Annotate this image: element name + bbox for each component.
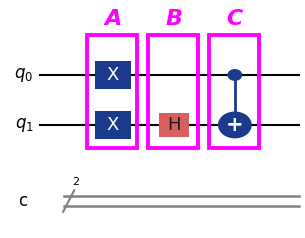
Text: C: C — [227, 9, 243, 29]
Text: $q_0$: $q_0$ — [14, 66, 34, 84]
Bar — [95, 61, 131, 89]
Text: X: X — [107, 66, 119, 84]
Circle shape — [228, 70, 242, 80]
Bar — [95, 111, 131, 139]
Bar — [209, 35, 259, 148]
Text: X: X — [107, 116, 119, 134]
Bar — [159, 113, 189, 137]
Text: $q_1$: $q_1$ — [15, 116, 34, 134]
Text: c: c — [18, 192, 27, 210]
Text: A: A — [104, 9, 121, 29]
Circle shape — [219, 113, 251, 137]
Bar — [148, 35, 198, 148]
Text: +: + — [226, 115, 244, 135]
Bar — [87, 35, 137, 148]
Text: 2: 2 — [72, 177, 79, 187]
Text: H: H — [167, 116, 181, 134]
Text: B: B — [165, 9, 182, 29]
